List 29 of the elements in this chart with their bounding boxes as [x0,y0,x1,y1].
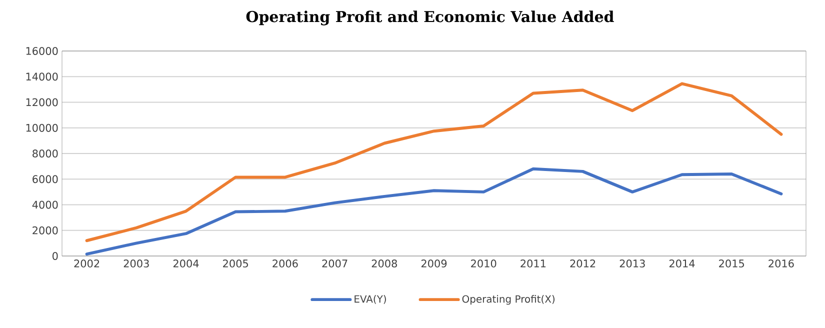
line-series [85,82,783,242]
x-tick-label: 2005 [223,260,248,268]
x-tick-label: 2003 [124,260,149,268]
x-tick-label: 2013 [620,260,645,268]
legend-label: Operating Profit(X) [462,295,554,305]
x-tick-label: 2007 [322,260,348,268]
x-tick-label: 2010 [471,260,496,268]
x-tick-label: 2004 [173,260,199,268]
x-tick-label: 2014 [669,260,695,268]
y-tick-label: 16000 [26,47,58,55]
x-tick-label: 2002 [74,260,100,268]
x-tick-label: 2011 [520,260,546,268]
y-tick-label: 0 [52,252,58,260]
y-tick-label: 8000 [32,150,58,158]
y-tick-label: 2000 [32,226,58,234]
x-tick-label: 2015 [719,260,744,268]
y-tick-label: 12000 [26,98,58,106]
y-tick-label: 10000 [26,124,58,132]
line-series [85,167,783,256]
x-tick-label: 2012 [570,260,596,268]
x-tick-label: 2009 [421,260,447,268]
x-tick-label: 2006 [272,260,298,268]
legend-label: EVA(Y) [354,295,386,304]
y-tick-label: 14000 [26,72,58,81]
y-tick-label: 6000 [32,175,58,184]
y-tick-label: 4000 [32,200,58,209]
chart-title: Operating Profit and Economic Value Added [246,10,614,26]
x-tick-label: 2008 [372,260,397,268]
x-tick-label: 2016 [768,260,794,268]
